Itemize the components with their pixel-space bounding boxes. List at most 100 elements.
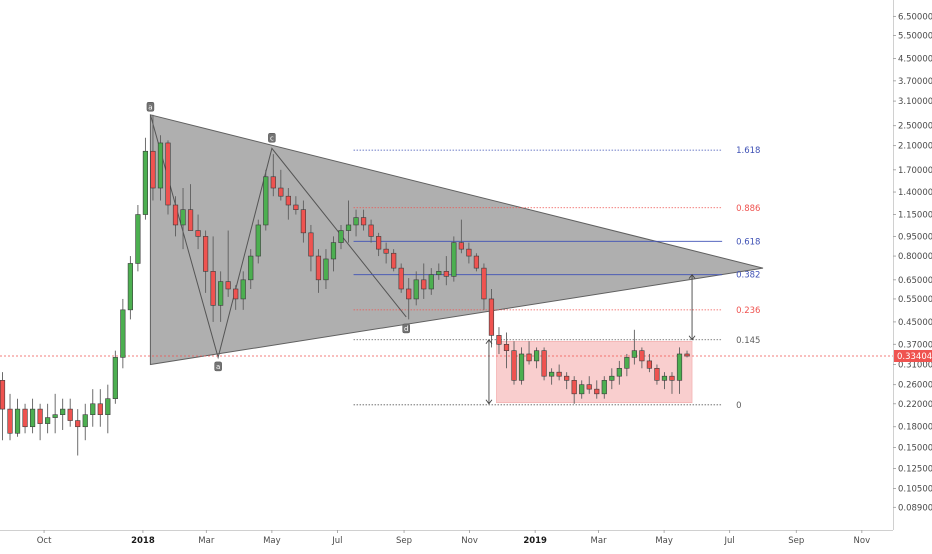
candle[interactable] [150, 114, 156, 201]
candle[interactable] [473, 253, 480, 272]
candle[interactable] [541, 347, 547, 381]
candle[interactable] [120, 298, 126, 369]
candle[interactable] [14, 398, 21, 437]
candle[interactable] [368, 219, 374, 243]
candle[interactable] [218, 271, 224, 322]
candle[interactable] [90, 389, 96, 427]
wave-label[interactable]: c [268, 133, 276, 143]
candle[interactable] [488, 288, 495, 348]
candle[interactable] [360, 209, 367, 231]
candle[interactable] [338, 224, 344, 250]
time-axis[interactable]: Oct 2018 Mar May Jul Sep Nov 2019 Mar May Jul Sep No… [0, 530, 893, 546]
candle[interactable] [398, 263, 404, 293]
candle[interactable] [609, 368, 615, 390]
candle[interactable] [7, 393, 13, 441]
candle[interactable] [616, 360, 622, 385]
measure-arrow[interactable] [485, 339, 493, 405]
candle[interactable] [112, 350, 118, 404]
candle[interactable] [511, 341, 517, 385]
candle[interactable] [684, 350, 690, 358]
candle[interactable] [624, 353, 630, 377]
candle[interactable] [564, 372, 570, 390]
candle[interactable] [0, 372, 6, 441]
candle[interactable] [481, 263, 487, 310]
candle[interactable] [172, 196, 179, 237]
candle[interactable] [669, 372, 675, 394]
candle[interactable] [60, 398, 66, 430]
candle[interactable] [285, 188, 291, 220]
candle[interactable] [240, 271, 246, 310]
candle[interactable] [105, 384, 111, 434]
candle[interactable] [315, 249, 322, 293]
candle[interactable] [466, 242, 472, 264]
candle[interactable] [654, 364, 660, 385]
candle[interactable] [533, 347, 540, 369]
candle[interactable] [135, 205, 141, 272]
candle[interactable] [571, 376, 577, 404]
candle[interactable] [300, 200, 306, 243]
candle[interactable] [157, 135, 164, 201]
candle[interactable] [323, 249, 329, 289]
candle[interactable] [45, 403, 51, 434]
candle[interactable] [661, 372, 668, 390]
candle[interactable] [142, 137, 149, 220]
candle[interactable] [37, 403, 43, 441]
candle[interactable] [248, 249, 254, 289]
candle[interactable] [676, 347, 683, 394]
candle[interactable] [233, 285, 239, 310]
candle[interactable] [82, 403, 88, 441]
candle[interactable] [29, 398, 36, 434]
candle[interactable] [187, 184, 194, 231]
candle[interactable] [594, 380, 600, 399]
candle[interactable] [436, 263, 442, 280]
candle[interactable] [263, 169, 269, 231]
price-axis[interactable]: 6.500000 5.500000 4.500000 3.700000 3.100000… [893, 0, 932, 530]
candle[interactable] [195, 214, 201, 250]
candle[interactable] [503, 332, 510, 369]
candle[interactable] [383, 242, 389, 264]
candle[interactable] [278, 169, 284, 201]
triangle-pattern[interactable] [149, 114, 764, 366]
candle[interactable] [579, 380, 585, 399]
candle[interactable] [428, 268, 434, 295]
candle[interactable] [210, 236, 216, 322]
candle[interactable] [549, 368, 555, 385]
candle[interactable] [631, 329, 637, 365]
candle[interactable] [391, 249, 397, 272]
candle[interactable] [67, 398, 73, 427]
candle[interactable] [22, 403, 28, 434]
candle[interactable] [203, 230, 209, 293]
candle[interactable] [255, 219, 261, 264]
candle[interactable] [270, 154, 276, 197]
candle[interactable] [345, 200, 352, 243]
candle[interactable] [496, 327, 502, 354]
wave-label[interactable]: d [402, 323, 410, 334]
wave-label[interactable]: a [146, 102, 155, 112]
candle[interactable] [406, 278, 412, 320]
candle[interactable] [52, 393, 58, 434]
candle[interactable] [556, 364, 562, 381]
candle[interactable] [353, 209, 359, 237]
candle[interactable] [376, 232, 382, 257]
candle[interactable] [180, 188, 186, 250]
candle[interactable] [293, 196, 299, 215]
candle[interactable] [413, 271, 419, 306]
candle[interactable] [526, 341, 532, 365]
candle[interactable] [646, 353, 653, 373]
candle[interactable] [458, 219, 464, 254]
candle[interactable] [586, 376, 592, 394]
candle[interactable] [308, 224, 314, 272]
candle[interactable] [443, 256, 449, 286]
candle[interactable] [518, 347, 525, 385]
candle[interactable] [165, 140, 171, 215]
candle[interactable] [639, 347, 645, 369]
candle[interactable] [421, 263, 427, 299]
candle[interactable] [601, 376, 607, 399]
candle[interactable] [225, 230, 231, 297]
candle[interactable] [127, 256, 133, 320]
candle[interactable] [97, 389, 103, 427]
measure-arrow[interactable] [688, 273, 696, 341]
candle[interactable] [330, 236, 337, 272]
